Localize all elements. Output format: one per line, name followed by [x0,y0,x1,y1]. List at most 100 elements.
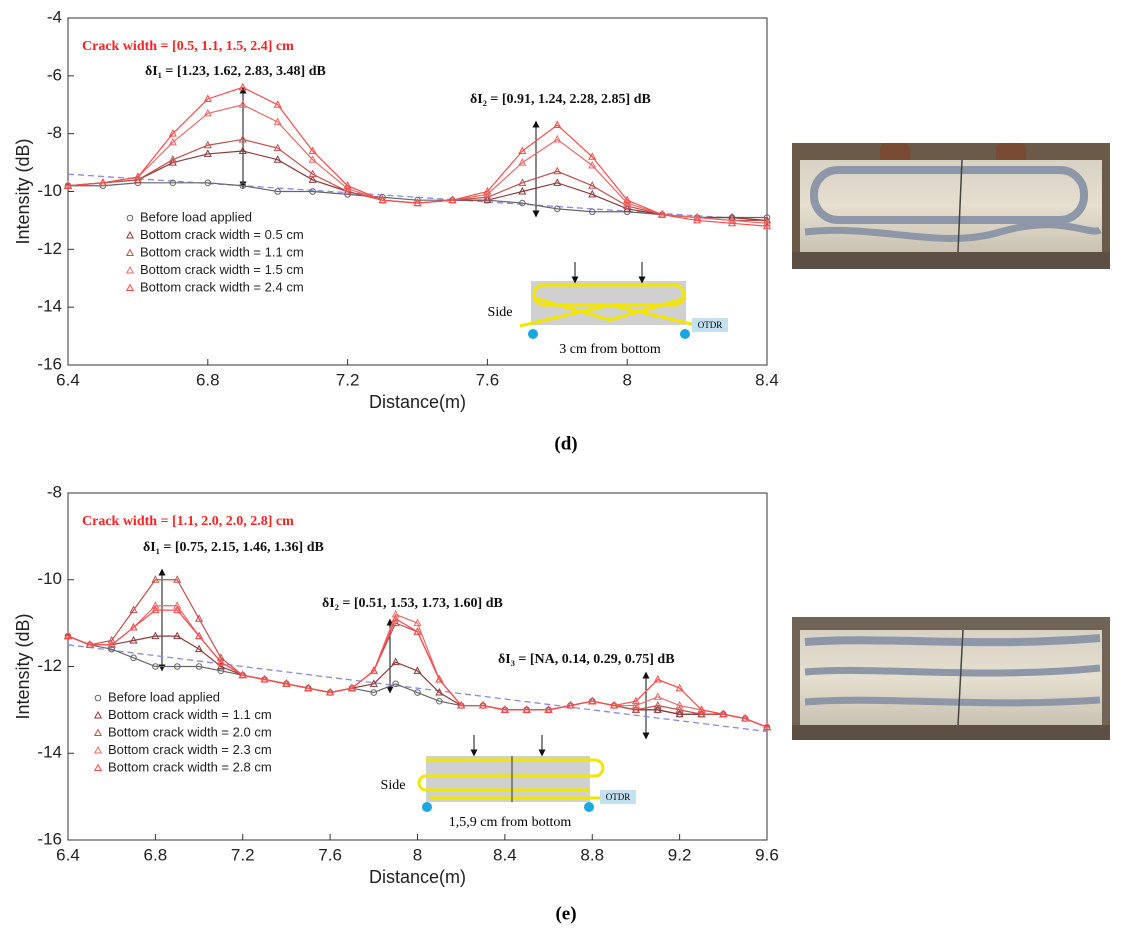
legend-marker [125,248,135,256]
marker [741,713,750,722]
marker [631,700,640,709]
legend-marker [94,694,102,702]
marker [588,152,597,160]
legend-label: Before load applied [140,209,252,224]
x-tick-label: 7.6 [476,370,500,389]
marker [697,709,706,718]
y-axis-label: Intensity (dB) [13,138,33,244]
x-axis-label: Distance(m) [369,392,466,412]
inset-label: Side [488,305,513,320]
inset-label: OTDR [606,792,631,802]
annotation: δI₃ = [NA, 0.14, 0.29, 0.75] dB [498,652,675,667]
x-tick-label: 9.6 [755,845,779,864]
marker [518,146,527,155]
photo [792,617,1110,740]
marker [631,705,640,713]
legend-marker [93,728,103,736]
marker [435,687,444,696]
plot: -8 -10 -12 -14 -166.4 6.8 7.2 7.6 8 8.4 8.8 9.2 9.6 D… [13,482,779,924]
annotation: Crack width = [0.5, 1.1, 1.5, 2.4] cm [82,39,294,54]
marker [107,640,116,648]
legend-label: Bottom crack width = 2.4 cm [140,279,304,294]
marker [448,195,457,204]
marker [588,181,597,189]
marker [435,674,444,683]
x-tick-label: 6.8 [144,845,168,864]
legend-label: Bottom crack width = 1.5 cm [140,262,304,277]
x-tick-label: 6.8 [196,370,220,389]
marker [675,705,684,713]
legend-label: Bottom crack width = 1.1 cm [108,707,272,722]
inset-label: 1,5,9 cm from bottom [449,815,572,830]
marker [308,175,317,183]
y-tick-label: -16 [37,829,62,848]
marker [693,215,702,224]
marker [238,100,247,108]
x-tick-label: 9.2 [668,845,692,864]
marker [343,181,352,189]
marker [675,700,684,709]
marker [369,679,378,687]
marker [238,670,247,679]
marker [273,117,282,126]
marker [173,575,182,583]
x-tick-label: 8.8 [580,845,604,864]
marker [129,605,138,614]
marker [728,218,737,227]
marker [273,143,282,152]
marker [326,687,335,696]
y-tick-label: -6 [47,65,62,84]
marker [413,618,422,627]
y-tick-label: -14 [37,297,62,316]
marker [370,689,378,696]
marker [588,160,597,169]
marker [653,692,662,700]
marker [151,575,160,583]
marker [658,210,667,218]
marker [413,627,422,635]
marker [675,683,684,692]
marker [129,635,138,644]
marker [304,683,313,692]
legend-marker [126,214,134,222]
marker [378,195,387,204]
legend-marker [125,283,135,291]
marker [610,700,619,709]
x-tick-label: 8.4 [755,370,779,389]
marker [697,705,706,713]
marker [553,178,562,186]
marker [392,680,399,688]
marker [413,666,422,674]
marker [308,155,317,163]
annotation: δI₂ = [0.51, 1.53, 1.73, 1.60] dB [322,596,503,611]
y-tick-label: -8 [47,482,62,501]
marker [238,82,247,91]
y-axis-label: Intensity (dB) [13,613,33,719]
legend-marker [93,745,103,754]
y-tick-label: -4 [47,7,62,26]
caption: (d) [554,433,577,454]
legend-marker [125,265,135,274]
marker [203,140,212,149]
marker [762,722,772,731]
marker [519,199,526,207]
legend-marker [93,710,103,719]
x-axis-label: Distance(m) [369,867,466,887]
marker [133,172,142,181]
plot: -4 -6 -8 -10 -12 -14 -166.4 6.8 7.2 7.6 8 8.4 Distan… [13,7,779,454]
annotation: Crack width = [1.1, 2.0, 2.0, 2.8] cm [82,514,294,529]
annotation: δI₁ = [0.75, 2.15, 1.46, 1.36] dB [143,540,324,555]
marker [554,205,561,213]
marker [203,149,212,157]
x-tick-label: 8.4 [493,845,517,864]
marker [173,605,182,614]
marker [195,663,203,670]
y-tick-label: -10 [37,181,62,200]
marker [762,221,772,230]
marker [553,134,562,143]
y-tick-label: -8 [47,123,62,142]
marker [719,709,728,718]
marker [238,134,247,143]
marker [347,683,357,692]
